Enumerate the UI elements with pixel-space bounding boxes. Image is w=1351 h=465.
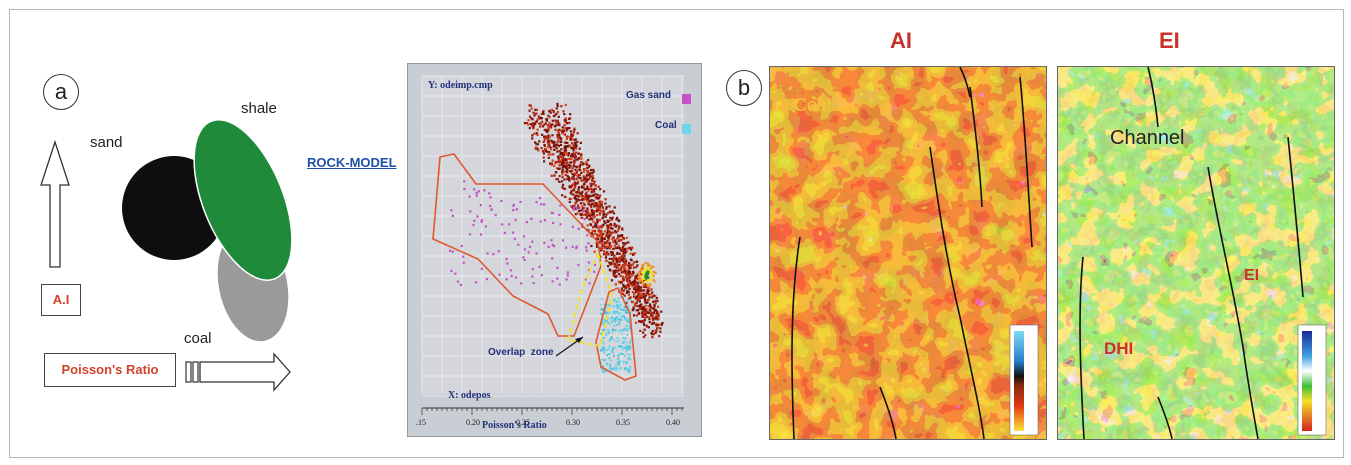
x-tick-label: 0.25 — [516, 418, 530, 427]
x-tick-label: 0.40 — [666, 418, 680, 427]
coal-label: coal — [184, 330, 212, 347]
ai-map: Coal — [769, 66, 1047, 440]
ai-axis-box: A.I — [41, 284, 81, 316]
dhi-map-label: DHI — [1104, 339, 1134, 358]
ei-map: Channel EI DHI — [1057, 66, 1335, 440]
ai-arrow-up-icon — [40, 139, 70, 268]
ei-map-label: EI — [1244, 267, 1260, 284]
sand-label: sand — [90, 134, 123, 151]
x-tick-label: 0.20 — [466, 418, 480, 427]
ei-map-title: EI — [1159, 28, 1180, 53]
panel-a-marker: a — [43, 74, 79, 110]
schematic-svg — [40, 119, 293, 392]
figure-frame: a sand shale coal A.I Poisson's Ratio RO… — [9, 9, 1344, 458]
crossplot-panel: .15 0.20 0.25 0.30 0.35 0.40 Y: odeimp.cmp Ga… — [407, 63, 702, 437]
poisson-arrow-right-icon — [185, 352, 291, 392]
overlap-zone-label: Overlap zone — [488, 347, 554, 358]
crossplot-grid — [421, 75, 684, 397]
x-tick-label: 0.30 — [566, 418, 580, 427]
ai-map-title: AI — [890, 28, 912, 53]
ai-map-svg — [770, 67, 1046, 439]
coal-map-label: Coal — [794, 95, 832, 115]
ei-map-svg — [1058, 67, 1334, 439]
legend-gas-sand-label: Gas sand — [626, 90, 672, 101]
crossplot-svg: .15 0.20 0.25 0.30 0.35 0.40 — [416, 75, 691, 427]
crossplot-y-variable: Y: odeimp.cmp — [428, 80, 493, 91]
x-tick-label: 0.35 — [616, 418, 630, 427]
legend-gas-sand-swatch — [682, 94, 691, 104]
crossplot-x-variable: X: odepos — [448, 390, 491, 401]
channel-map-label: Channel — [1110, 127, 1185, 149]
gas-sand-boundary — [432, 153, 602, 337]
legend-coal-label: Coal — [655, 120, 677, 131]
panel-b-marker: b — [726, 70, 762, 106]
x-tick-label: .15 — [416, 418, 426, 427]
shale-label: shale — [241, 100, 277, 117]
crossplot-x-axis-title: Poisson's Ratio — [482, 420, 547, 431]
crossplot-x-axis: .15 0.20 0.25 0.30 0.35 0.40 — [416, 407, 684, 427]
overlap-zone-boundary — [566, 251, 614, 348]
legend-coal-swatch — [682, 124, 691, 134]
shale-ellipse — [193, 119, 293, 281]
poisson-axis-box: Poisson's Ratio — [44, 353, 176, 387]
rock-model-link[interactable]: ROCK-MODEL — [307, 155, 397, 170]
